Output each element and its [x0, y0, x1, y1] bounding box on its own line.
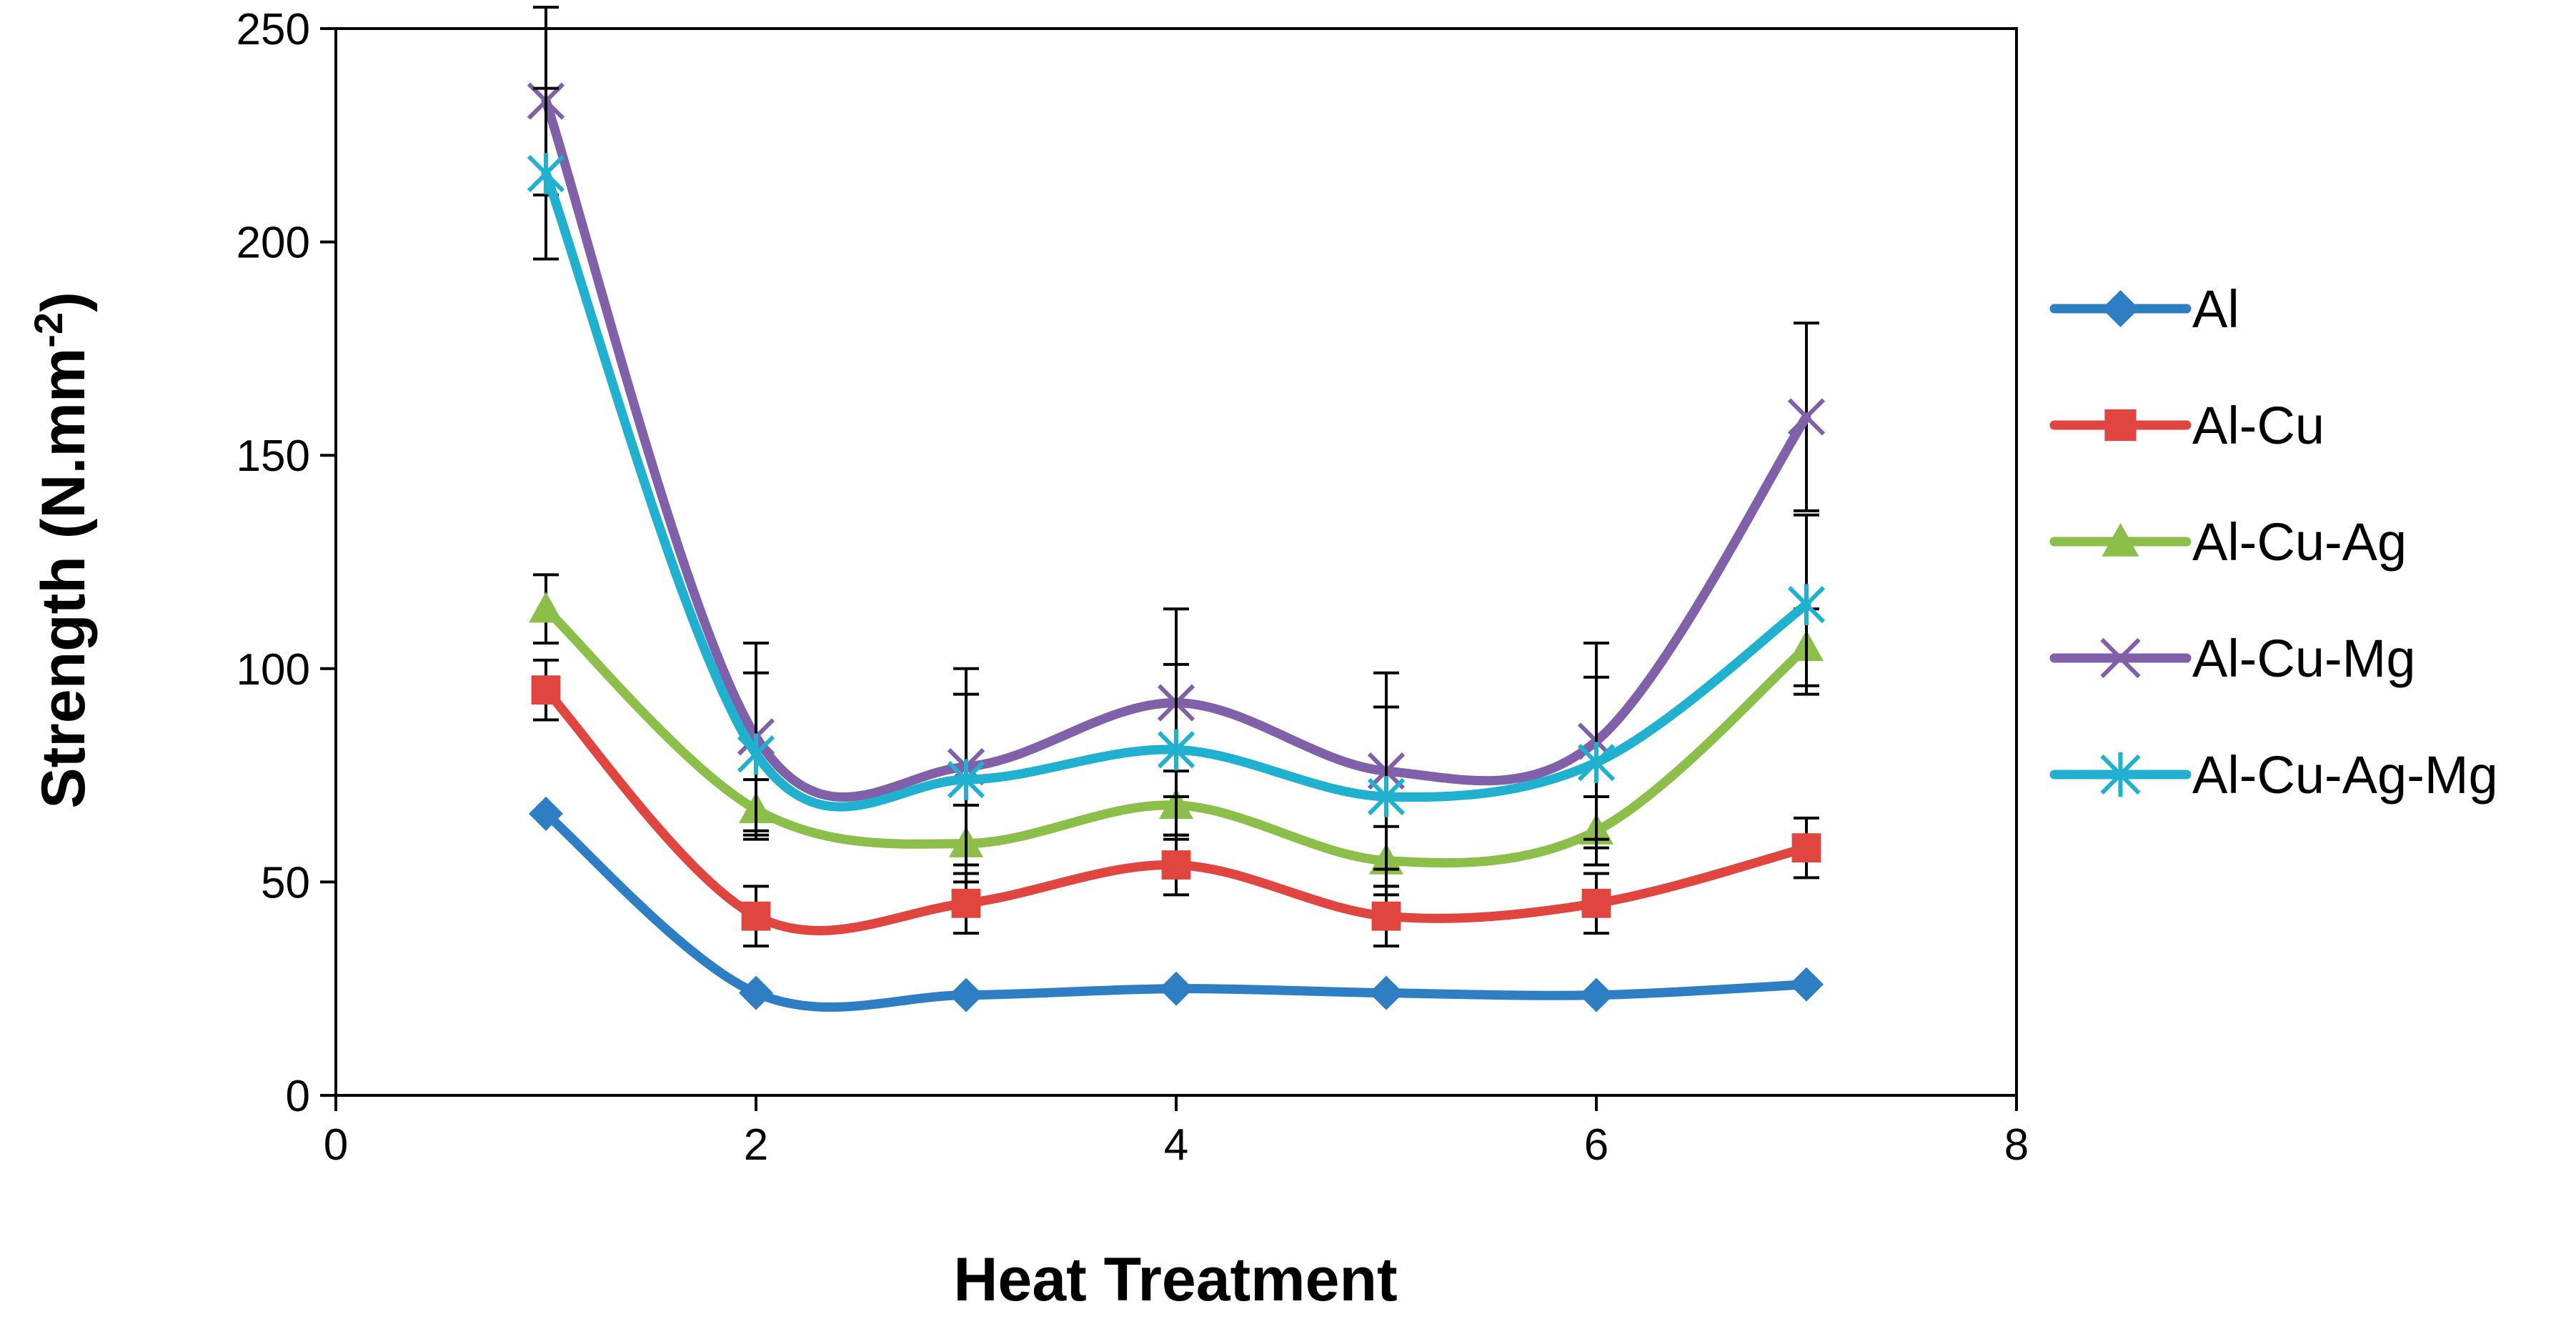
data-point-marker [527, 153, 565, 194]
marker-stroke [2100, 637, 2141, 679]
legend-item: Al-Cu-Ag [2049, 512, 2407, 572]
x-tick-label: 8 [2004, 1120, 2029, 1170]
data-point-marker [1581, 888, 1611, 918]
data-point-marker [1369, 975, 1403, 1010]
legend-item: Al-Cu [2049, 396, 2324, 455]
data-point-marker [2102, 290, 2139, 327]
data-point-marker [1789, 967, 1824, 1002]
data-point-marker [529, 796, 563, 831]
data-point-marker [1791, 833, 1821, 863]
data-point-marker [531, 675, 561, 705]
data-point-marker [947, 759, 985, 800]
data-point-marker [1157, 729, 1195, 771]
y-tick-label: 200 [237, 219, 310, 268]
data-point-marker [739, 975, 773, 1010]
data-point-marker [2100, 637, 2141, 679]
series-al [529, 796, 1824, 1012]
legend-label: Al-Cu-Ag [2192, 512, 2407, 572]
x-tick-label: 2 [744, 1120, 768, 1170]
legend: Al Al-Cu Al-Cu-Ag Al-Cu-Mg Al-Cu-Ag-Mg [2049, 279, 2498, 805]
y-tick-label: 250 [237, 5, 310, 54]
legend-label: Al-Cu-Mg [2192, 629, 2415, 688]
marker-stroke [1787, 398, 1826, 436]
axes: 0 50 100 150 200 250 0 2 4 6 8 [237, 5, 2029, 1170]
data-point-marker [741, 901, 771, 931]
legend-label: Al-Cu-Ag-Mg [2192, 745, 2498, 805]
y-tick-label: 50 [261, 858, 310, 907]
data-point-marker [1787, 584, 1826, 626]
data-point-marker [1579, 977, 1613, 1012]
legend-label: Al-Cu [2192, 396, 2324, 455]
y-axis-title: Strength (N.mm-2) [26, 292, 99, 808]
x-axis-title: Heat Treatment [953, 1245, 1397, 1314]
legend-item: Al-Cu-Ag-Mg [2049, 745, 2498, 805]
data-point-marker [1577, 742, 1616, 783]
x-tick-label: 4 [1164, 1120, 1188, 1170]
y-tick-label: 0 [286, 1072, 310, 1121]
data-point-marker [2104, 409, 2137, 442]
data-point-marker [737, 733, 775, 775]
data-point-marker [1161, 850, 1191, 880]
legend-item: Al-Cu-Mg [2049, 629, 2415, 688]
data-point-marker [2100, 752, 2141, 797]
y-axis-title-main: Strength (N.mm [29, 348, 98, 809]
y-axis-title-close: ) [29, 292, 98, 312]
data-point-marker [1367, 776, 1406, 817]
x-tick-label: 6 [1584, 1120, 1608, 1170]
y-tick-label: 100 [237, 645, 310, 695]
x-tick-label: 0 [324, 1120, 348, 1170]
data-point-marker [1787, 398, 1826, 436]
y-tick-label: 150 [237, 432, 310, 481]
data-point-marker [951, 888, 981, 918]
series-layer [527, 6, 1826, 1012]
legend-item: Al [2049, 279, 2239, 339]
data-point-marker [949, 977, 983, 1012]
series-al-cu [531, 658, 1821, 947]
data-point-marker [1159, 971, 1193, 1006]
data-point-marker [2102, 523, 2139, 557]
legend-label: Al [2192, 279, 2239, 339]
data-point-marker [1371, 901, 1401, 931]
y-axis-title-superscript: -2 [26, 312, 71, 348]
series-al-cu-ag-mg [527, 86, 1826, 888]
data-point-marker [529, 592, 563, 623]
